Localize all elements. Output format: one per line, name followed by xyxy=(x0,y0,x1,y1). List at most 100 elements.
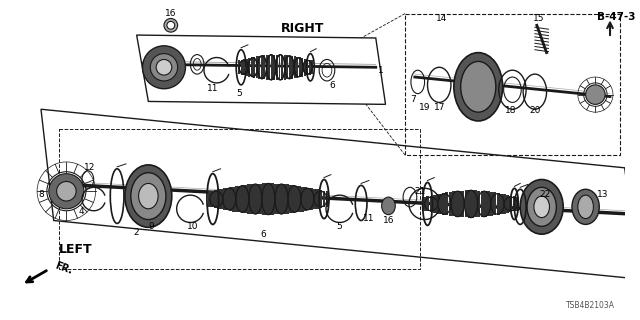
Bar xyxy=(232,187,236,212)
Bar xyxy=(471,190,474,218)
Bar xyxy=(319,190,323,208)
Text: 20: 20 xyxy=(529,106,541,115)
Bar xyxy=(262,183,266,215)
Bar xyxy=(292,185,296,213)
Text: LEFT: LEFT xyxy=(59,243,92,256)
Bar xyxy=(214,190,218,208)
Text: 6: 6 xyxy=(329,81,335,90)
Text: 21: 21 xyxy=(414,187,426,196)
Bar xyxy=(503,194,506,214)
Bar xyxy=(497,193,500,215)
Bar xyxy=(310,188,314,210)
Bar xyxy=(301,58,303,76)
Bar xyxy=(296,57,298,78)
Ellipse shape xyxy=(156,60,172,75)
Bar xyxy=(487,191,490,216)
Bar xyxy=(278,184,280,214)
Bar xyxy=(253,184,257,214)
Bar xyxy=(218,189,220,209)
Text: 10: 10 xyxy=(186,222,198,231)
Bar xyxy=(477,190,481,217)
Bar xyxy=(298,186,301,212)
Bar xyxy=(280,184,284,214)
Text: 8: 8 xyxy=(38,190,44,199)
Bar xyxy=(244,185,247,213)
Ellipse shape xyxy=(520,180,563,234)
Text: 19: 19 xyxy=(419,103,430,112)
Bar xyxy=(275,184,277,214)
Bar xyxy=(294,56,296,78)
Ellipse shape xyxy=(56,181,76,201)
Bar xyxy=(287,184,289,214)
Text: 22: 22 xyxy=(539,190,550,199)
Bar xyxy=(271,183,275,215)
Bar xyxy=(465,190,468,218)
Bar xyxy=(266,55,268,80)
Bar xyxy=(433,195,436,213)
Bar xyxy=(227,188,229,211)
Bar xyxy=(211,191,214,207)
Bar xyxy=(461,190,465,217)
Bar xyxy=(423,197,426,211)
Text: 6: 6 xyxy=(260,230,266,239)
Bar xyxy=(248,184,250,214)
Bar xyxy=(516,197,519,211)
Text: 15: 15 xyxy=(533,14,545,23)
Text: 17: 17 xyxy=(433,103,445,112)
Bar xyxy=(243,59,245,76)
Text: 16: 16 xyxy=(383,216,394,225)
Bar xyxy=(251,57,253,77)
Bar xyxy=(284,184,286,214)
Bar xyxy=(304,59,306,76)
Bar xyxy=(513,196,516,212)
Bar xyxy=(220,189,223,209)
Bar xyxy=(253,57,255,78)
Bar xyxy=(241,185,244,213)
Ellipse shape xyxy=(139,183,158,209)
Bar xyxy=(484,191,487,217)
Bar xyxy=(248,58,250,76)
Bar xyxy=(259,56,260,79)
Ellipse shape xyxy=(49,174,84,209)
Bar xyxy=(284,55,285,80)
Bar xyxy=(256,56,258,78)
Bar xyxy=(273,55,275,80)
Bar xyxy=(429,196,433,212)
Bar xyxy=(436,194,439,214)
Bar xyxy=(445,192,449,215)
Ellipse shape xyxy=(125,165,172,227)
Ellipse shape xyxy=(143,46,186,89)
Bar xyxy=(261,56,263,79)
Text: B-47-3: B-47-3 xyxy=(597,12,636,22)
Bar xyxy=(506,195,509,213)
Bar xyxy=(314,189,316,209)
Text: RIGHT: RIGHT xyxy=(281,22,324,35)
Ellipse shape xyxy=(131,173,166,220)
Ellipse shape xyxy=(454,52,502,121)
Text: 5: 5 xyxy=(236,89,242,98)
Text: 7: 7 xyxy=(410,95,416,104)
Ellipse shape xyxy=(578,195,593,219)
Bar xyxy=(278,55,280,80)
Ellipse shape xyxy=(586,85,605,104)
Bar xyxy=(426,196,429,212)
Bar xyxy=(468,190,471,218)
Bar xyxy=(474,190,477,218)
Bar xyxy=(266,183,268,215)
Polygon shape xyxy=(41,109,639,279)
Bar xyxy=(250,184,253,214)
Bar xyxy=(229,187,232,211)
Ellipse shape xyxy=(150,54,178,81)
Text: TSB4B2103A: TSB4B2103A xyxy=(566,301,615,310)
Bar xyxy=(291,56,293,79)
Bar xyxy=(259,184,262,214)
Polygon shape xyxy=(137,35,385,104)
Ellipse shape xyxy=(381,197,396,215)
Bar xyxy=(271,55,273,80)
Bar xyxy=(481,191,484,217)
Bar xyxy=(449,192,452,216)
Bar xyxy=(301,187,305,212)
Bar xyxy=(289,185,292,213)
Bar xyxy=(257,184,259,214)
Bar xyxy=(286,55,288,79)
